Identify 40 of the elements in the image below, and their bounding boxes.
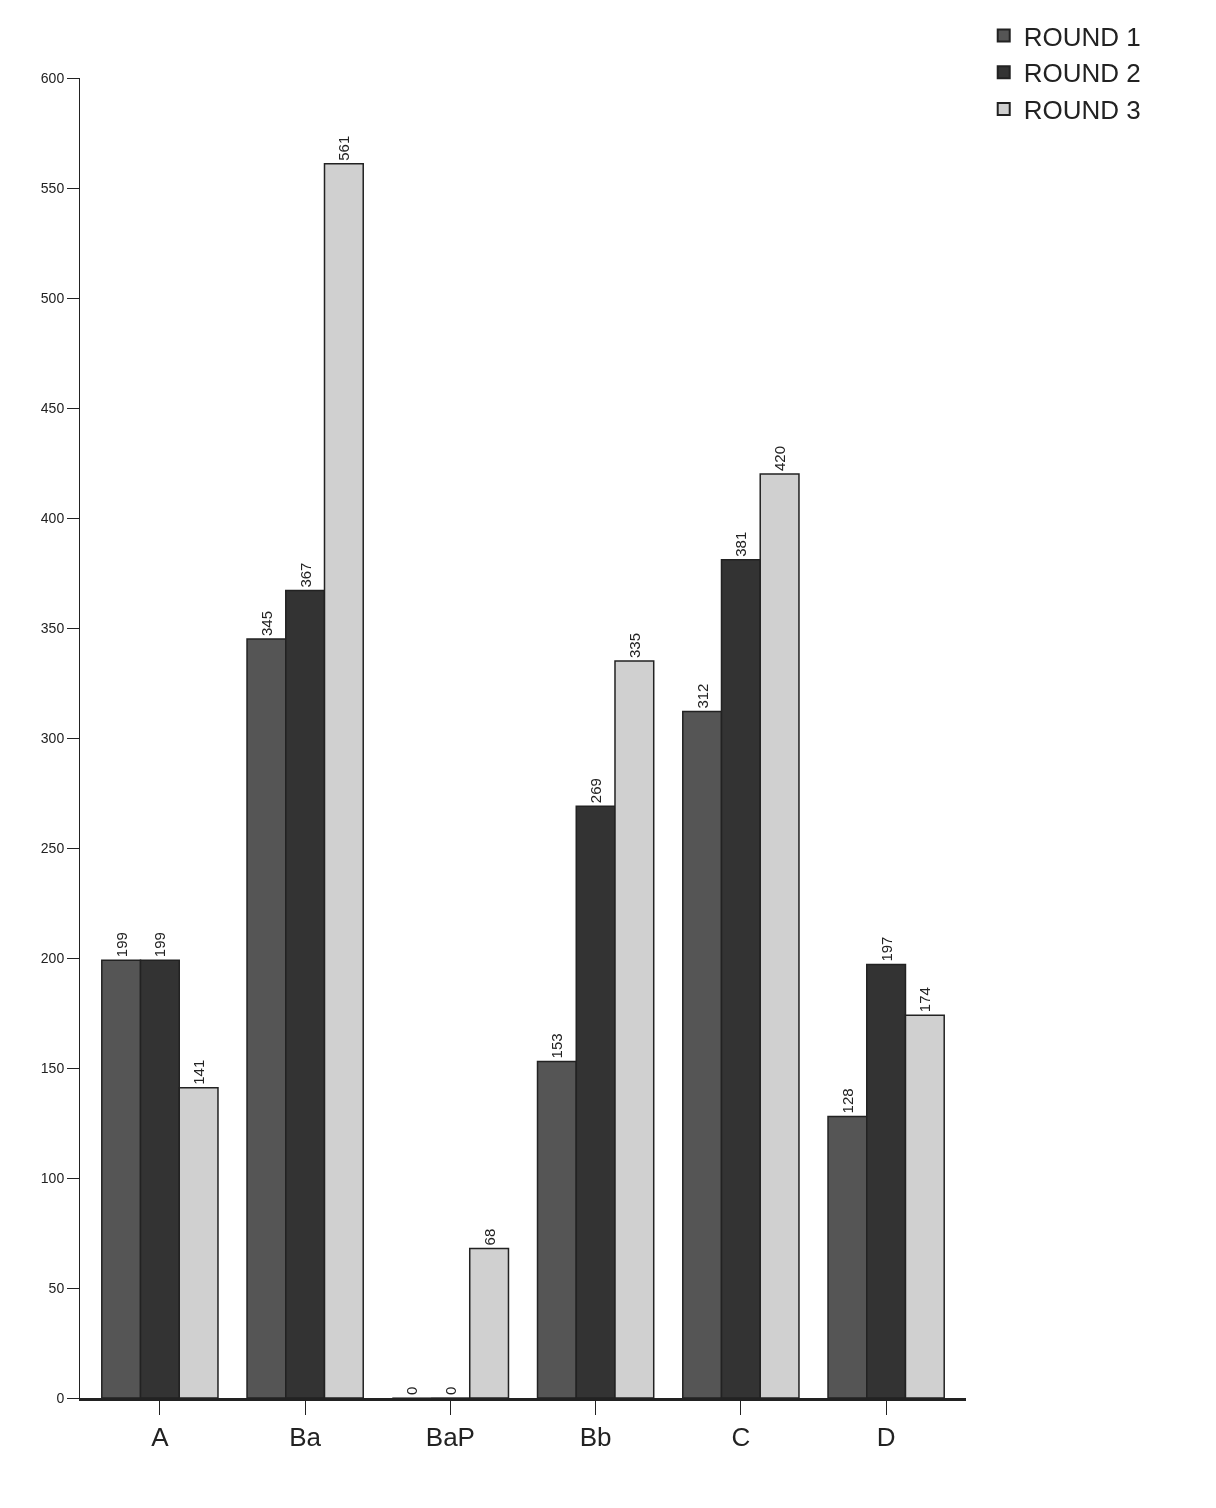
y-tick-label: 250	[40, 839, 65, 856]
y-tick-label: 0	[56, 1389, 65, 1406]
data-label: 174	[916, 987, 934, 1013]
y-tick-label: 350	[40, 619, 65, 636]
legend-label: ROUND 3	[1023, 95, 1141, 126]
y-tick-label: 200	[40, 949, 65, 966]
data-label: 197	[877, 936, 895, 962]
data-label: 199	[112, 932, 130, 958]
y-tick-label: 100	[40, 1169, 65, 1186]
y-tick-label: 550	[40, 179, 65, 196]
data-label: 199	[151, 932, 169, 958]
data-label: 367	[296, 562, 314, 588]
y-tick-label: 600	[40, 69, 65, 86]
data-label: 561	[335, 135, 353, 161]
y-tick-label: 150	[40, 1059, 65, 1076]
y-tick-label: 50	[48, 1279, 65, 1296]
data-label: 68	[480, 1228, 498, 1246]
y-tick-label: 450	[40, 399, 65, 416]
x-tick-label: Ba	[289, 1422, 322, 1453]
data-label: 381	[732, 531, 750, 557]
data-label: 345	[257, 610, 275, 636]
data-label: 141	[190, 1059, 208, 1085]
x-tick-label: D	[876, 1422, 896, 1453]
legend-label: ROUND 1	[1023, 21, 1141, 52]
data-label: 335	[625, 632, 643, 658]
legend-label: ROUND 2	[1023, 58, 1141, 89]
data-label: 0	[441, 1386, 459, 1395]
y-tick-label: 400	[40, 509, 65, 526]
data-label: 128	[838, 1088, 856, 1114]
data-label: 269	[587, 778, 605, 804]
y-tick-label: 500	[40, 289, 65, 306]
data-label: 153	[548, 1033, 566, 1059]
data-label: 0	[403, 1386, 421, 1395]
x-tick-label: BaP	[425, 1422, 475, 1453]
x-tick-label: A	[151, 1422, 170, 1453]
x-tick-label: C	[731, 1422, 751, 1453]
y-tick-label: 300	[40, 729, 65, 746]
data-label: 420	[771, 445, 789, 471]
x-tick-label: Bb	[579, 1422, 612, 1453]
data-label: 312	[693, 683, 711, 709]
